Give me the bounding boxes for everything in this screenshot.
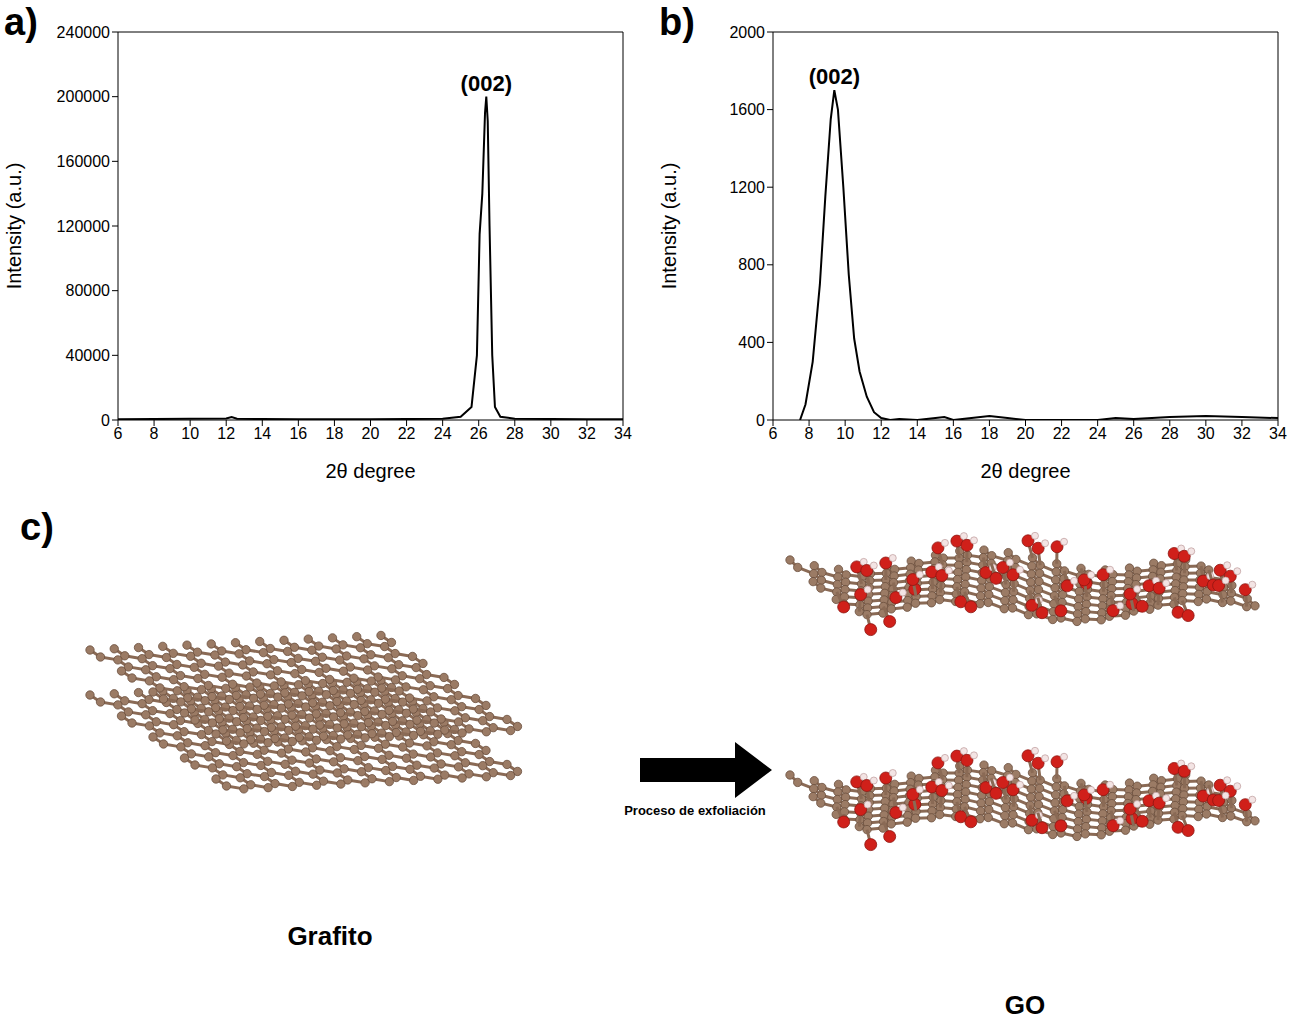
svg-text:30: 30 xyxy=(542,425,560,442)
svg-text:12: 12 xyxy=(872,425,890,442)
svg-text:30: 30 xyxy=(1197,425,1215,442)
svg-text:2θ degree: 2θ degree xyxy=(325,460,415,482)
svg-text:14: 14 xyxy=(253,425,271,442)
svg-text:10: 10 xyxy=(836,425,854,442)
svg-text:18: 18 xyxy=(981,425,999,442)
svg-text:80000: 80000 xyxy=(66,282,111,299)
svg-text:34: 34 xyxy=(614,425,632,442)
svg-text:18: 18 xyxy=(326,425,344,442)
svg-text:20: 20 xyxy=(1017,425,1035,442)
svg-text:16: 16 xyxy=(289,425,307,442)
svg-text:24: 24 xyxy=(434,425,452,442)
svg-text:200000: 200000 xyxy=(57,88,110,105)
html-text:a): a) xyxy=(4,1,38,43)
svg-text:8: 8 xyxy=(805,425,814,442)
svg-text:c): c) xyxy=(20,506,54,548)
html-text:b): b) xyxy=(659,1,695,43)
svg-text:12: 12 xyxy=(217,425,235,442)
svg-text:16: 16 xyxy=(944,425,962,442)
svg-text:0: 0 xyxy=(101,412,110,429)
svg-text:6: 6 xyxy=(769,425,778,442)
svg-text:24: 24 xyxy=(1089,425,1107,442)
svg-text:GO: GO xyxy=(1005,990,1045,1020)
svg-text:28: 28 xyxy=(506,425,524,442)
svg-text:2000: 2000 xyxy=(729,24,765,41)
svg-text:2θ degree: 2θ degree xyxy=(980,460,1070,482)
svg-text:34: 34 xyxy=(1269,425,1287,442)
svg-text:14: 14 xyxy=(908,425,926,442)
svg-text:(002): (002) xyxy=(461,71,512,96)
svg-text:Intensity (a.u.): Intensity (a.u.) xyxy=(3,163,25,290)
svg-text:32: 32 xyxy=(578,425,596,442)
svg-text:800: 800 xyxy=(738,256,765,273)
svg-text:1200: 1200 xyxy=(729,179,765,196)
svg-text:26: 26 xyxy=(470,425,488,442)
svg-text:22: 22 xyxy=(398,425,416,442)
svg-text:160000: 160000 xyxy=(57,153,110,170)
svg-text:Intensity (a.u.): Intensity (a.u.) xyxy=(658,163,680,290)
svg-text:10: 10 xyxy=(181,425,199,442)
svg-text:26: 26 xyxy=(1125,425,1143,442)
svg-text:240000: 240000 xyxy=(57,24,110,41)
svg-text:(002): (002) xyxy=(809,64,860,89)
svg-text:400: 400 xyxy=(738,334,765,351)
svg-text:1600: 1600 xyxy=(729,101,765,118)
svg-text:120000: 120000 xyxy=(57,218,110,235)
svg-text:0: 0 xyxy=(756,412,765,429)
svg-text:40000: 40000 xyxy=(66,347,111,364)
svg-text:32: 32 xyxy=(1233,425,1251,442)
svg-text:22: 22 xyxy=(1053,425,1071,442)
svg-text:28: 28 xyxy=(1161,425,1179,442)
svg-text:20: 20 xyxy=(362,425,380,442)
svg-text:Proceso de exfoliación: Proceso de exfoliación xyxy=(624,803,766,818)
svg-text:6: 6 xyxy=(114,425,123,442)
svg-text:8: 8 xyxy=(150,425,159,442)
svg-text:Grafito: Grafito xyxy=(287,921,372,951)
